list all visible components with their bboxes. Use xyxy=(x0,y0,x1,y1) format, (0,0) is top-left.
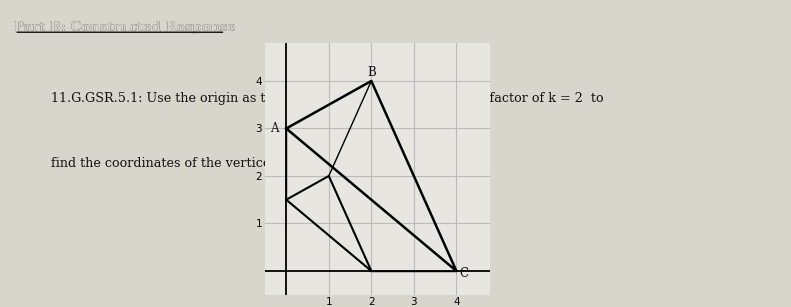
Text: C: C xyxy=(460,267,468,280)
Text: 11.G.GSR.5.1: Use the origin as the center of dilation and the scale factor of k: 11.G.GSR.5.1: Use the origin as the cent… xyxy=(51,92,604,105)
Text: B: B xyxy=(367,66,376,79)
Text: find the coordinates of the vertices of the image of the polygon.: find the coordinates of the vertices of … xyxy=(51,157,462,169)
Text: A: A xyxy=(270,122,278,135)
Text: Part B: Constructed Response: Part B: Constructed Response xyxy=(14,21,236,34)
Text: Part B: Constructed Response: Part B: Constructed Response xyxy=(14,21,236,34)
